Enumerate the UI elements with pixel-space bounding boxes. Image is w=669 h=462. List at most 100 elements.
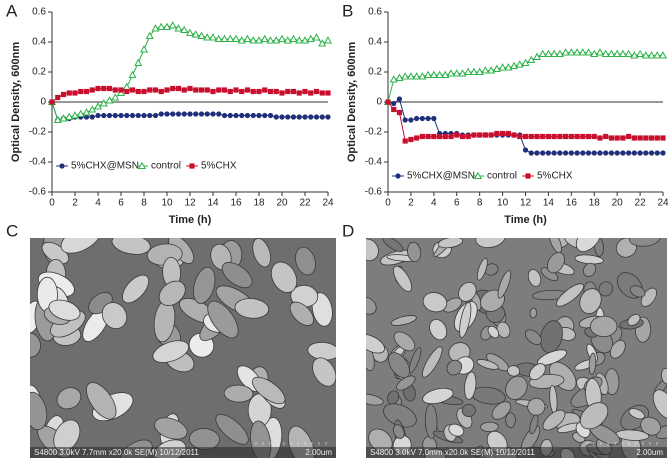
sem-blob (395, 375, 416, 391)
x-tick-label: 16 (230, 198, 242, 209)
sem-blob (627, 313, 641, 326)
sem-blob (537, 349, 568, 366)
marker (626, 150, 632, 156)
marker (256, 112, 262, 119)
marker (312, 33, 321, 41)
y-axis-title: Optical Density, 600nm (10, 42, 22, 162)
marker (95, 112, 101, 119)
sem-blob (464, 371, 477, 400)
sem-blob (556, 283, 585, 307)
marker (189, 163, 195, 169)
y-tick-label: -0.2 (29, 127, 47, 138)
marker (277, 34, 287, 42)
y-tick-label: 0 (40, 97, 46, 108)
sem-blob (366, 333, 386, 354)
marker (208, 33, 218, 41)
marker (106, 85, 113, 92)
marker (250, 112, 256, 119)
marker (233, 112, 239, 119)
y-tick-label: 0.6 (368, 7, 382, 18)
marker (446, 69, 456, 77)
x-tick-label: 22 (299, 198, 311, 209)
sem-blob (529, 363, 546, 381)
marker (522, 147, 529, 153)
sem-blob (487, 325, 500, 339)
marker (147, 87, 153, 93)
y-tick-label: 0.6 (32, 7, 46, 18)
sem-blob (476, 257, 488, 281)
marker (203, 33, 212, 41)
marker (532, 52, 542, 60)
marker (585, 150, 592, 156)
marker (170, 111, 176, 117)
marker (170, 85, 176, 92)
marker (151, 24, 160, 32)
panel-label: C (6, 221, 18, 240)
marker (139, 45, 149, 53)
marker (53, 115, 62, 123)
marker (620, 150, 626, 156)
marker (464, 67, 473, 75)
marker (198, 87, 205, 93)
sem-blob (429, 318, 448, 341)
marker (643, 135, 649, 141)
marker (129, 87, 136, 93)
marker (204, 87, 210, 93)
sem-blob (424, 403, 438, 439)
sem-blob (505, 375, 528, 400)
marker (220, 34, 229, 42)
marker (152, 112, 159, 119)
marker (631, 135, 637, 141)
sem-blob (393, 265, 413, 292)
marker (402, 138, 408, 144)
marker (653, 51, 662, 59)
marker (528, 150, 534, 156)
marker (637, 135, 643, 141)
image-caption: S4800 3.0kV 7.0mm x20.0k SE(M) 10/12/201… (370, 448, 535, 457)
marker (487, 66, 496, 74)
marker (267, 112, 274, 119)
marker (239, 112, 245, 119)
marker (295, 36, 304, 44)
marker (175, 111, 182, 117)
sem-blob (475, 238, 506, 248)
marker (481, 66, 490, 74)
marker (185, 28, 195, 36)
marker (158, 88, 164, 95)
marker (538, 49, 547, 57)
marker (414, 135, 420, 141)
marker (580, 133, 586, 140)
x-tick-label: 18 (253, 198, 265, 209)
marker (313, 88, 320, 95)
marker (550, 49, 559, 57)
sem-blob (524, 329, 542, 345)
marker (279, 90, 285, 96)
marker (283, 36, 292, 44)
sem-blob (193, 266, 216, 304)
marker (396, 96, 403, 102)
x-tick-label: 20 (612, 198, 624, 209)
marker (637, 150, 643, 156)
marker (424, 70, 433, 78)
marker (289, 34, 298, 42)
marker (180, 25, 189, 33)
marker (597, 150, 603, 156)
y-tick-label: 0.4 (32, 37, 46, 48)
marker (585, 133, 592, 140)
marker (290, 88, 297, 95)
marker (135, 112, 141, 119)
marker (597, 135, 603, 141)
marker (522, 133, 529, 140)
sem-blob (661, 367, 667, 385)
sem-blob (152, 340, 190, 363)
marker (590, 49, 599, 57)
marker (88, 105, 97, 113)
marker (406, 72, 415, 80)
marker (262, 87, 268, 93)
marker (499, 130, 506, 137)
marker (95, 85, 101, 92)
marker (574, 133, 580, 140)
scale-label: 2.00um (636, 448, 663, 457)
marker (395, 173, 401, 179)
